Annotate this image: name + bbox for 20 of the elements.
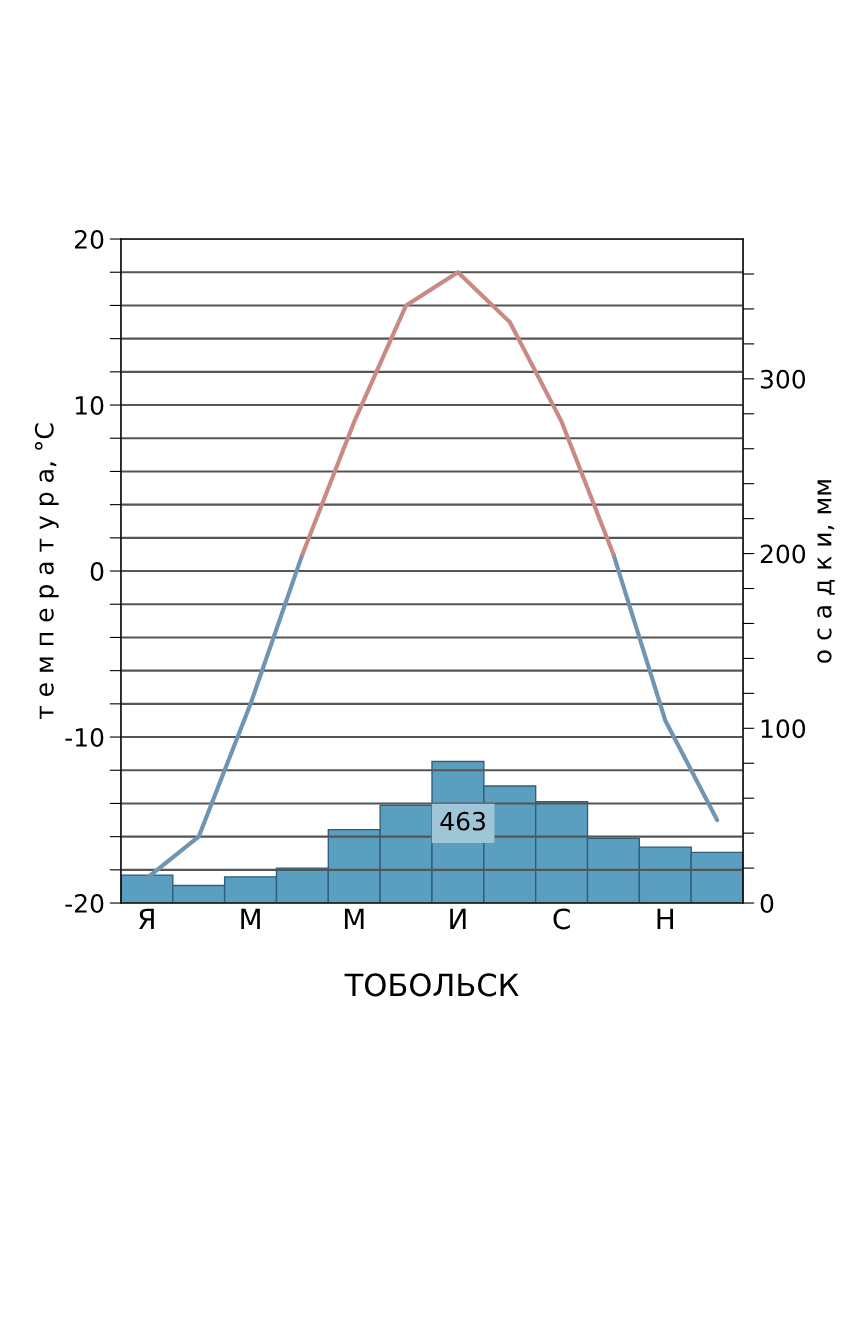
x-tick-label: С [553, 908, 570, 930]
x-tick-label: М [241, 908, 260, 930]
annotation: 463 [440, 811, 485, 831]
y2-tick-label: 300 [760, 369, 806, 389]
y-axis-title: т е м п е р а т у р а, °C [34, 423, 59, 720]
y2-tick-label: 100 [761, 719, 806, 739]
x-tick-label: М [344, 908, 364, 930]
x-tick-label: И [450, 908, 466, 930]
y-tick-label: 20 [75, 229, 104, 249]
y2-tick-label: 200 [760, 544, 806, 564]
y-tick-label: -20 [65, 893, 104, 913]
line-series [300, 270, 616, 557]
x-tick-label: Н [657, 908, 673, 930]
y2-tick-label: 0 [760, 893, 774, 913]
y-tick-label: -10 [65, 727, 104, 747]
x-tick-label: Я [139, 908, 154, 930]
y2-axis-title: о с а д к и, мм [817, 480, 835, 663]
y-tick-label: 10 [75, 395, 104, 415]
y-tick-label: 0 [90, 561, 104, 581]
text: ТОБОЛЬСК [344, 973, 519, 997]
